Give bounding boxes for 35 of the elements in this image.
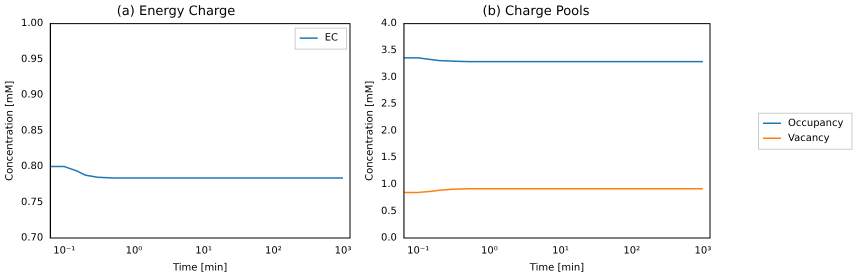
y-tick-label: 1.0 (380, 178, 397, 190)
x-axis-title: Time [min] (528, 262, 584, 274)
x-tick-label: 10⁻¹ (53, 246, 76, 257)
y-tick-label: 0.90 (21, 90, 44, 101)
y-tick-label: 2.0 (380, 125, 397, 136)
chart-title: (a) Energy Charge (116, 4, 236, 20)
x-tick-label: 10² (264, 246, 282, 257)
y-tick-label: 3.5 (380, 44, 397, 56)
y-tick-label: 0.70 (21, 232, 44, 244)
x-tick-label: 10¹ (552, 246, 569, 257)
y-tick-label: 4.0 (380, 18, 397, 30)
y-tick-label: 1.5 (380, 152, 397, 164)
x-tick-label: 10³ (334, 246, 352, 257)
x-tick-label: 10¹ (195, 246, 212, 257)
x-tick-label: 10⁻¹ (407, 246, 430, 257)
x-tick-label: 10³ (694, 246, 712, 257)
legend-label: Occupancy (788, 118, 844, 129)
x-tick-label: 10⁰ (126, 246, 142, 257)
y-tick-label: 0.95 (21, 54, 44, 65)
y-tick-label: 0.85 (21, 125, 44, 136)
y-tick-label: 0.75 (21, 196, 44, 208)
y-axis-title: Concentration [mM] (4, 80, 16, 181)
y-axis-title: Concentration [mM] (364, 80, 376, 181)
y-tick-label: 0.5 (380, 206, 397, 217)
x-tick-label: 10² (623, 246, 640, 257)
y-tick-label: 3.0 (380, 72, 397, 83)
y-tick-label: 0.0 (380, 232, 397, 244)
x-tick-label: 10⁰ (480, 246, 498, 257)
legend-label: EC (324, 32, 338, 44)
y-tick-label: 2.5 (380, 98, 397, 110)
chart-title: (b) Charge Pools (482, 4, 590, 20)
legend-label: Vacancy (788, 132, 830, 144)
y-tick-label: 1.00 (21, 18, 44, 30)
y-tick-label: 0.80 (21, 161, 44, 172)
x-axis-title: Time [min] (172, 262, 228, 274)
